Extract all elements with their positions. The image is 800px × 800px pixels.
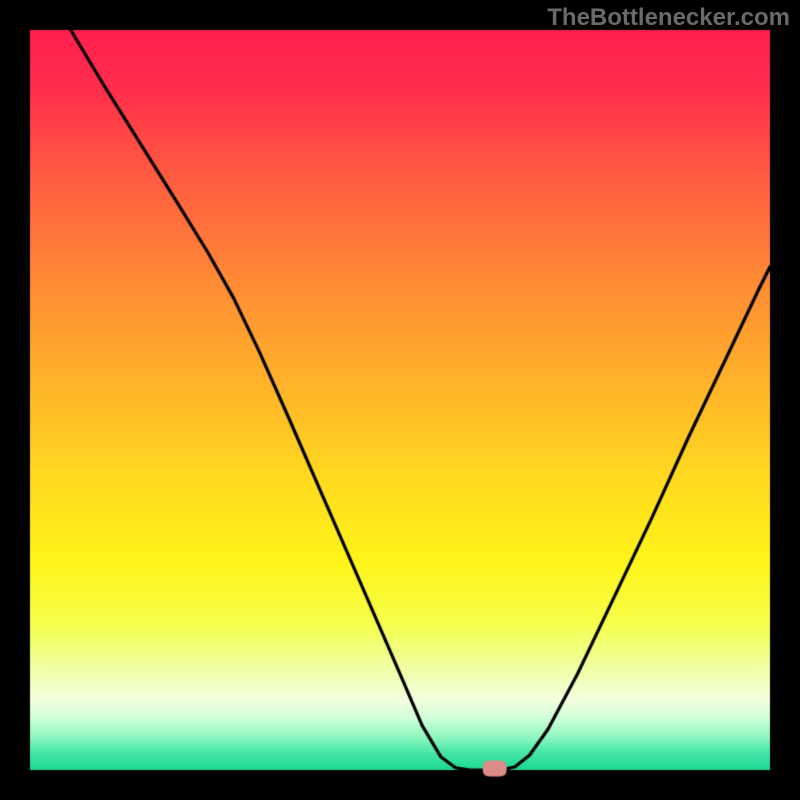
watermark-text: TheBottlenecker.com xyxy=(547,4,790,32)
bottleneck-chart xyxy=(0,0,800,800)
